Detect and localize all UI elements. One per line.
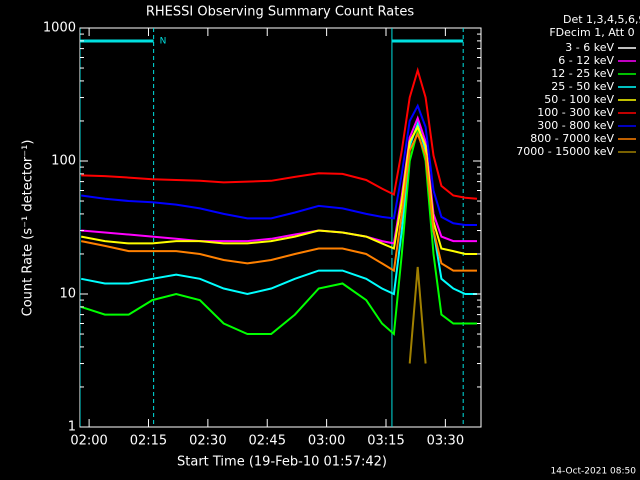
x-tick-label: 02:15 <box>130 434 167 449</box>
interval-label: N <box>160 37 167 47</box>
y-tick-label: 10 <box>59 287 76 302</box>
legend-label: 300 - 800 keV <box>537 119 614 132</box>
series-line <box>80 126 477 337</box>
series-line <box>408 266 427 364</box>
timestamp: 14-Oct-2021 08:50 <box>551 467 637 477</box>
x-tick-label: 02:30 <box>189 434 226 449</box>
legend-label: 12 - 25 keV <box>551 67 614 80</box>
y-tick-label: 1000 <box>43 21 76 36</box>
y-axis-title: Count Rate (s⁻¹ detector⁻¹) <box>21 140 36 317</box>
series-line <box>81 66 478 200</box>
y-tick-label: 1 <box>68 420 76 435</box>
series-line <box>81 131 477 273</box>
legend-label: 25 - 50 keV <box>551 80 614 93</box>
x-tick-label: 02:45 <box>249 434 286 449</box>
y-tick-label: 100 <box>51 154 76 169</box>
legend-label: 100 - 300 keV <box>537 106 614 119</box>
x-tick-label: 02:00 <box>70 434 107 449</box>
legend-header: FDecim 1, Att 0 <box>549 26 634 39</box>
series-line <box>81 103 477 226</box>
legend-label: 7000 - 15000 keV <box>516 145 614 158</box>
legend-label: 800 - 7000 keV <box>530 132 614 145</box>
x-axis-title: Start Time (19-Feb-10 01:57:42) <box>177 455 387 470</box>
chart-title: RHESSI Observing Summary Count Rates <box>146 5 415 20</box>
plot-area <box>80 28 478 427</box>
legend-header: Det 1,3,4,5,6,9, <box>563 13 640 26</box>
legend-label: 6 - 12 keV <box>558 54 614 67</box>
legend-label: 50 - 100 keV <box>544 93 614 106</box>
legend-label: 3 - 6 keV <box>565 41 614 54</box>
x-tick-label: 03:30 <box>427 434 464 449</box>
x-tick-label: 03:15 <box>367 434 404 449</box>
x-tick-label: 03:00 <box>308 434 345 449</box>
series-line <box>81 124 477 255</box>
